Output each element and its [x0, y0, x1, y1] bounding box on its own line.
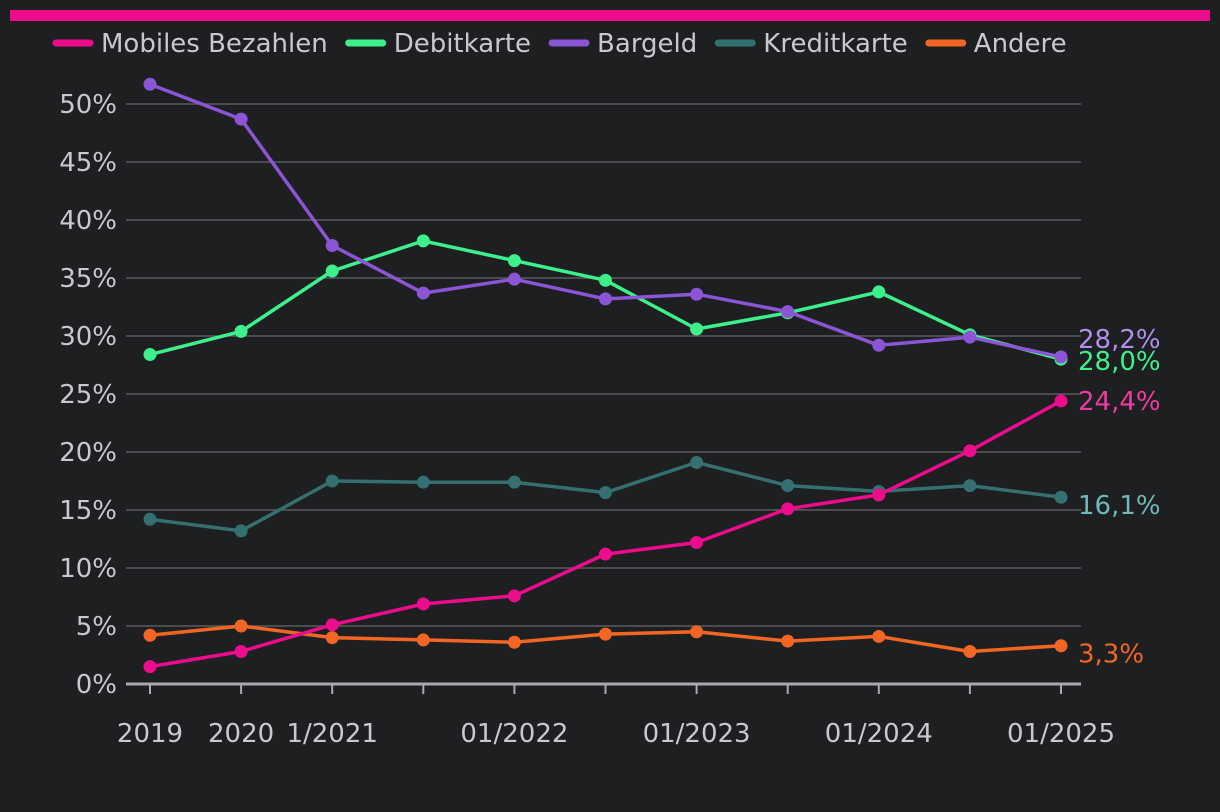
y-tick-label: 25%	[59, 380, 117, 410]
data-point	[325, 239, 339, 253]
y-tick-label: 20%	[59, 438, 117, 468]
data-point	[599, 486, 612, 500]
x-tick-label: 2019	[117, 719, 183, 749]
legend-item: Debitkarte	[345, 29, 531, 59]
data-point	[872, 338, 886, 352]
x-tick-label: 01/2022	[460, 719, 568, 749]
data-point	[599, 547, 612, 561]
data-point	[507, 254, 521, 268]
data-point	[872, 488, 886, 502]
data-point	[234, 524, 248, 538]
data-point	[507, 589, 521, 603]
data-point	[963, 330, 977, 344]
grid	[126, 103, 1081, 627]
end-label: 28,0%	[1078, 347, 1161, 377]
data-point	[234, 619, 248, 633]
data-point	[1054, 350, 1068, 364]
x-tick-label: 01/2024	[825, 719, 933, 749]
y-tick-label: 0%	[76, 670, 117, 700]
end-label: 28,2%	[1078, 325, 1161, 355]
axes: 0% 5% 10% 15% 20% 25% 30% 35% 40% 45% 50% 2019 2020 1…	[59, 90, 1115, 749]
data-point	[143, 660, 157, 674]
end-label: 24,4%	[1078, 387, 1161, 417]
x-tick-label: 01/2025	[1007, 719, 1115, 749]
x-tick-label: 1/2021	[286, 719, 377, 749]
data-point	[507, 475, 521, 489]
data-point	[781, 479, 795, 493]
legend-label: Debitkarte	[394, 29, 531, 59]
data-point	[963, 645, 977, 659]
data-point	[325, 264, 339, 278]
data-point	[690, 535, 704, 549]
data-point	[507, 635, 521, 649]
data-point	[143, 512, 157, 526]
y-tick-label: 5%	[76, 612, 117, 642]
legend-item: Andere	[925, 29, 1067, 59]
legend-item: Bargeld	[548, 29, 697, 59]
data-point	[416, 597, 430, 611]
data-point	[143, 77, 157, 91]
data-point	[143, 348, 157, 362]
data-point	[416, 633, 430, 647]
legend-label: Kreditkarte	[763, 29, 908, 59]
end-label: 16,1%	[1078, 491, 1161, 521]
y-tick-label: 50%	[59, 90, 117, 120]
data-point	[599, 627, 612, 641]
data-point	[1054, 490, 1068, 504]
data-point	[690, 287, 704, 301]
data-point	[963, 444, 977, 458]
y-tick-label: 45%	[59, 148, 117, 178]
top-accent-bar	[10, 10, 1210, 21]
data-point	[599, 273, 612, 287]
y-tick-label: 40%	[59, 206, 117, 236]
data-point	[690, 625, 704, 639]
y-tick-label: 35%	[59, 264, 117, 294]
legend-item: Kreditkarte	[714, 29, 908, 59]
data-point	[872, 285, 886, 299]
data-point	[781, 502, 795, 516]
legend-item: Mobiles Bezahlen	[52, 29, 328, 59]
legend-label: Bargeld	[597, 29, 697, 59]
series	[143, 77, 1068, 674]
data-point	[781, 634, 795, 648]
end-label: 3,3%	[1078, 640, 1144, 670]
data-point	[599, 292, 612, 306]
legend: Mobiles Bezahlen Debitkarte Bargeld Kreditk…	[52, 29, 1067, 59]
data-point	[1054, 394, 1068, 408]
data-point	[143, 628, 157, 642]
data-point	[416, 234, 430, 248]
end-labels: 24,4% 28,0%28,2% 16,1% 3,3%	[1078, 325, 1161, 670]
data-point	[781, 305, 795, 319]
y-tick-label: 10%	[59, 554, 117, 584]
legend-label: Andere	[974, 29, 1067, 59]
data-point	[690, 455, 704, 469]
data-point	[690, 322, 704, 336]
data-point	[416, 286, 430, 300]
y-tick-label: 15%	[59, 496, 117, 526]
data-point	[234, 324, 248, 338]
data-point	[872, 629, 886, 643]
data-point	[325, 474, 339, 488]
data-point	[234, 645, 248, 659]
legend-label: Mobiles Bezahlen	[101, 29, 328, 59]
data-point	[325, 631, 339, 645]
data-point	[963, 479, 977, 493]
data-point	[325, 618, 339, 632]
data-point	[507, 272, 521, 286]
x-tick-label: 2020	[208, 719, 274, 749]
y-tick-label: 30%	[59, 322, 117, 352]
data-point	[234, 112, 248, 126]
series-line-mobiles-bezahlen	[149, 399, 1062, 669]
x-tick-label: 01/2023	[643, 719, 751, 749]
data-point	[1054, 639, 1068, 653]
data-point	[416, 475, 430, 489]
